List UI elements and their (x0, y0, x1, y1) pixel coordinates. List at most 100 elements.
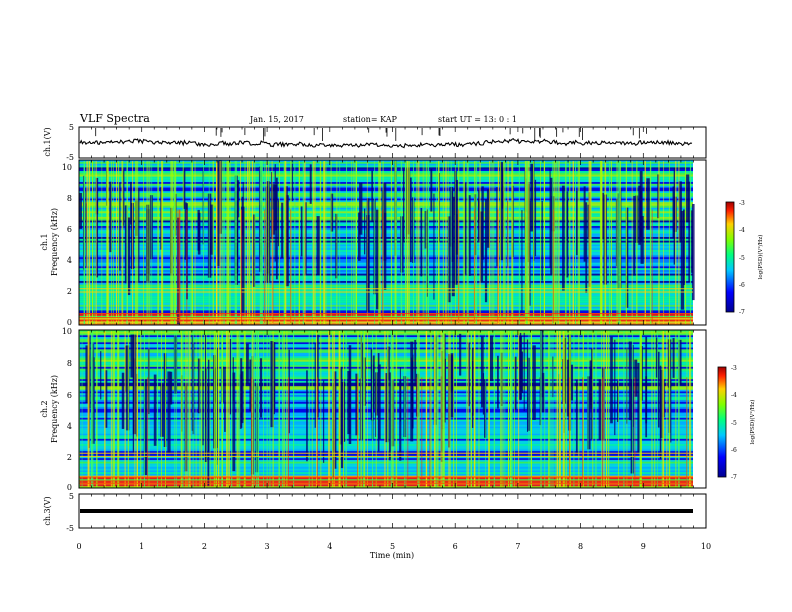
spectrogram-gap (688, 181, 690, 283)
spectrogram-gap (521, 210, 523, 315)
spectrogram-gap (497, 355, 499, 409)
spectrogram-gap (534, 179, 537, 257)
spectrogram-gap (309, 164, 312, 204)
spectrogram-gap (420, 208, 423, 277)
spectrogram-gap (259, 358, 263, 418)
spectrogram-band (79, 306, 693, 309)
spectrogram-gap (270, 341, 274, 428)
spectrogram-band (79, 342, 693, 345)
spectrogram-gap (673, 167, 676, 265)
spectrogram-band (79, 351, 693, 354)
spectrogram-gap (464, 183, 467, 274)
spectrogram-gap (634, 359, 638, 397)
spectrogram-gap (288, 349, 290, 434)
spectrogram-band (79, 447, 693, 450)
spectrogram-gap (216, 160, 220, 267)
spectrogram-band (79, 330, 693, 333)
spectrogram-gap (451, 188, 454, 262)
spectrogram-gap (306, 370, 308, 462)
x-axis: 0 1 2 3 4 5 6 7 8 9 10 Time (min) (76, 542, 711, 560)
spectrogram-gap (378, 364, 381, 440)
spectrogram-band (79, 356, 693, 359)
spectrogram-band (79, 314, 693, 317)
spectrogram-gap (426, 209, 428, 297)
spectrogram-band (79, 354, 693, 357)
spectrogram-band (79, 454, 693, 457)
spectrogram-ch2-ytick-8: 8 (67, 359, 72, 368)
spectrogram-gap (646, 178, 650, 230)
spectrogram-band (79, 472, 693, 475)
spectrogram-gap (657, 174, 660, 219)
spectrogram-band (79, 366, 693, 370)
spectrogram-band (79, 461, 693, 464)
spectrogram-gap (680, 210, 685, 310)
spectrogram-gap (482, 373, 485, 415)
spectrogram-gap (602, 192, 604, 240)
spectrogram-gap (478, 189, 480, 223)
spectrogram-band (79, 463, 693, 466)
spectrogram-gap (184, 202, 187, 260)
spectrogram-gap (399, 379, 402, 461)
spectrogram-band (79, 359, 693, 362)
spectrogram-gap (459, 333, 462, 376)
spectrogram-gap (685, 174, 690, 223)
spectrogram-band (79, 315, 693, 319)
spectrogram-gap (149, 195, 153, 260)
spectrogram-gap (173, 335, 178, 394)
spectrogram-band (79, 344, 693, 347)
spectrogram-gap (467, 342, 470, 407)
spectrogram-band (79, 479, 693, 482)
spectrogram-band (79, 452, 693, 456)
spectrogram-gap (409, 177, 412, 263)
spectrogram-gap (124, 205, 128, 284)
spectrogram-band (79, 466, 693, 470)
colorbar-ch2-tick-m5: -5 (731, 420, 737, 427)
spectrogram-band (79, 345, 693, 348)
spectrogram-band (79, 347, 693, 350)
x-tick-label-10: 10 (701, 542, 711, 551)
spectrogram-gap (639, 190, 643, 239)
spectrogram-gap (314, 343, 316, 428)
waveform-ch1-ticks (78, 127, 707, 158)
spectrogram-gap (183, 168, 186, 209)
spectrogram-gap (566, 359, 569, 417)
waveform-ch1-ytick-top: 5 (69, 123, 74, 132)
spectrogram-gap (489, 336, 494, 382)
spectrogram-band (79, 333, 693, 336)
spectrogram-band (79, 335, 693, 338)
spectrogram-band (79, 310, 693, 313)
spectrogram-gap (387, 346, 390, 380)
spectrogram-gap (215, 367, 217, 404)
spectrogram-gap (300, 206, 303, 257)
spectrogram-gap (197, 358, 201, 414)
spectrogram-gap (133, 358, 136, 434)
figure-date: Jan. 15, 2017 (249, 115, 304, 124)
spectrogram-band (79, 363, 693, 366)
spectrogram-gap (335, 213, 338, 279)
spectrogram-gap (678, 181, 682, 243)
spectrogram-band (79, 293, 693, 297)
spectrogram-band (79, 358, 693, 361)
spectrogram-gap (281, 202, 284, 259)
spectrogram-gap (447, 216, 451, 303)
waveform-panel-ch3: 5 -5 ch.3(V) (43, 492, 707, 533)
spectrogram-band (79, 349, 693, 352)
colorbar-ch1-tick-m5: -5 (739, 255, 745, 262)
spectrogram-ch2-channel-label: ch.2 (40, 400, 49, 417)
spectrogram-gap (496, 187, 498, 267)
spectrogram-panel-ch1: 10 8 6 4 2 0 ch.1 Frequency (kHz) -3 -4 … (40, 159, 764, 327)
spectrogram-gap (323, 380, 325, 463)
spectrogram-band (79, 449, 693, 452)
spectrogram-gap (484, 199, 488, 303)
figure-station: station= KAP (343, 115, 398, 124)
spectrogram-gap (430, 168, 433, 212)
spectrogram-gap (364, 208, 366, 255)
spectrogram-gap (633, 195, 636, 276)
spectrogram-gap (598, 379, 602, 441)
spectrogram-gap (657, 351, 660, 428)
spectrogram-gap (454, 214, 458, 285)
spectrogram-gap (202, 370, 204, 446)
spectrogram-gap (640, 215, 644, 264)
spectrogram-gap (575, 190, 578, 256)
spectrogram-gap (119, 182, 121, 271)
